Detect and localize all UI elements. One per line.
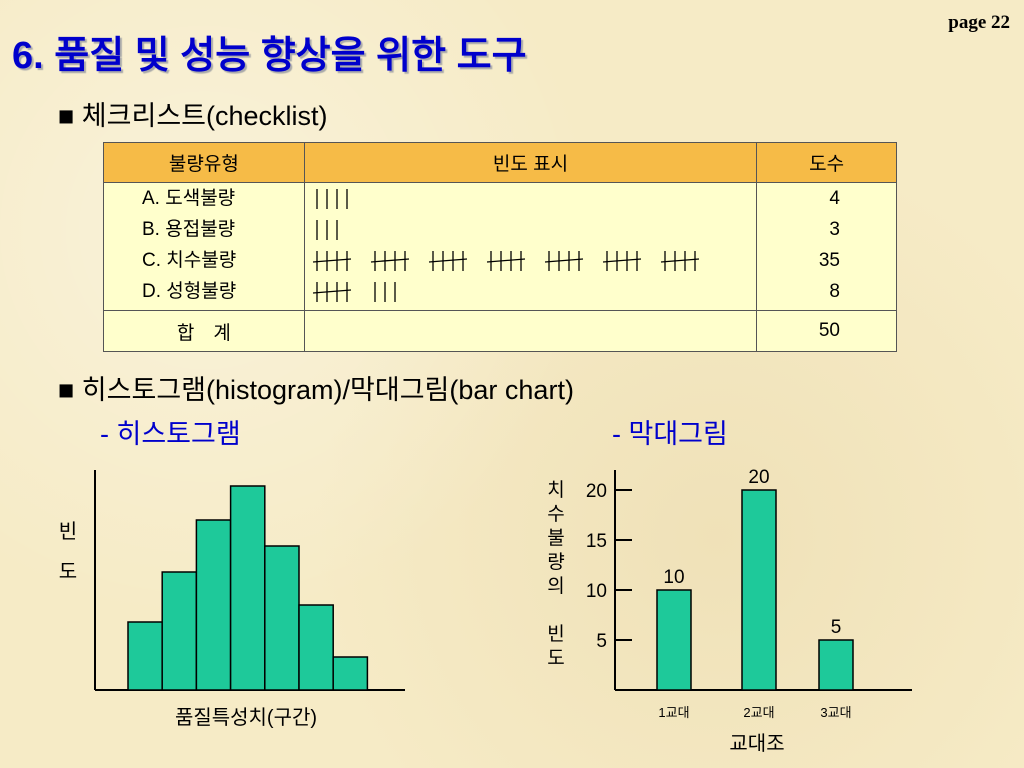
header-cell: 도수 <box>756 142 897 183</box>
tally <box>316 189 348 209</box>
defect-type: D. 성형불량 <box>142 281 237 302</box>
histogram-bar <box>127 621 163 691</box>
histogram-bar <box>332 656 369 691</box>
y-axis-label-char: 빈 <box>59 520 77 543</box>
tally-stroke <box>602 258 641 263</box>
x-axis-label: 교대조 <box>729 732 784 755</box>
page-label: page 22 <box>948 12 1010 33</box>
section-heading: ■ 히스토그램(histogram)/막대그림(bar chart) <box>58 375 574 405</box>
header-cell: 빈도 표시 <box>303 142 758 183</box>
histogram-bar <box>264 545 300 691</box>
y-tick-label: 20 <box>586 481 607 502</box>
y-axis-label-char: 불 <box>547 527 564 549</box>
y-axis-label-char: 도 <box>547 648 564 669</box>
tally <box>312 251 699 271</box>
bar <box>741 489 777 691</box>
defect-type: B. 용접불량 <box>142 219 236 240</box>
y-axis-label-char: 치 <box>547 479 564 501</box>
count: 35 <box>818 250 840 271</box>
defect-type: C. 치수불량 <box>142 250 237 271</box>
data-label: 10 <box>663 567 684 588</box>
data-label: 20 <box>748 467 769 488</box>
tally-line <box>311 183 751 214</box>
checklist-table: 불량유형 빈도 표시 도수 A. 도색불량 B. 용접불량 C. 치수불량 D. 성형불량 4… <box>103 142 897 352</box>
bar <box>656 589 692 691</box>
y-tick-label: 15 <box>586 531 607 552</box>
x-axis-label: 품질특성치(구간) <box>175 706 317 729</box>
histogram-bar <box>161 571 198 691</box>
tally-line <box>311 214 751 245</box>
tally <box>312 282 396 302</box>
title: 6. 품질 및 성능 향상을 위한 도구 <box>12 35 527 77</box>
header-cell: 불량유형 <box>103 142 305 183</box>
y-axis-label-char: 빈 <box>547 623 564 645</box>
y-axis-label-char: 도 <box>59 561 77 583</box>
y-axis-label-char: 의 <box>547 575 564 597</box>
tally-stroke <box>312 289 351 294</box>
y-tick-label: 5 <box>596 631 607 652</box>
tally-cell <box>303 182 758 311</box>
total-row: 합 계 50 <box>103 310 897 352</box>
y-axis-label-char: 량 <box>547 551 564 573</box>
tally-line <box>311 276 751 307</box>
chart-subtitle: - 막대그림 <box>612 419 728 449</box>
data-label: 5 <box>831 617 842 638</box>
count-cell: 4 3 35 8 <box>756 182 897 311</box>
tally-stroke <box>428 258 467 263</box>
tally-stroke <box>544 258 583 263</box>
histogram-bar <box>298 604 334 691</box>
x-tick-label: 3교대 <box>820 705 851 720</box>
body-row: A. 도색불량 B. 용접불량 C. 치수불량 D. 성형불량 4 3 35 8 <box>103 182 897 311</box>
header-row: 불량유형 빈도 표시 도수 <box>103 142 897 183</box>
count: 3 <box>829 219 840 240</box>
tally-stroke <box>370 258 409 263</box>
count: 4 <box>829 188 840 209</box>
tally-stroke <box>660 258 699 263</box>
tally-stroke <box>486 258 525 263</box>
count: 8 <box>829 281 840 302</box>
chart-subtitle: - 히스토그램 <box>100 419 241 449</box>
tally-line <box>311 245 751 276</box>
y-tick-label: 10 <box>586 581 607 602</box>
y-axis-label-char: 수 <box>547 504 564 525</box>
histogram-bar <box>229 485 266 691</box>
x-tick-label: 2교대 <box>743 705 774 720</box>
tally-stroke <box>312 258 351 263</box>
bar <box>818 639 854 691</box>
histogram-bar <box>195 519 232 691</box>
section-heading: ■ 체크리스트(checklist) <box>58 101 328 131</box>
total-count: 50 <box>756 310 897 352</box>
tally <box>316 220 338 240</box>
x-tick-label: 1교대 <box>658 705 689 720</box>
total-tally <box>303 310 758 352</box>
type-cell: A. 도색불량 B. 용접불량 C. 치수불량 D. 성형불량 <box>103 182 305 311</box>
defect-type: A. 도색불량 <box>142 188 236 209</box>
